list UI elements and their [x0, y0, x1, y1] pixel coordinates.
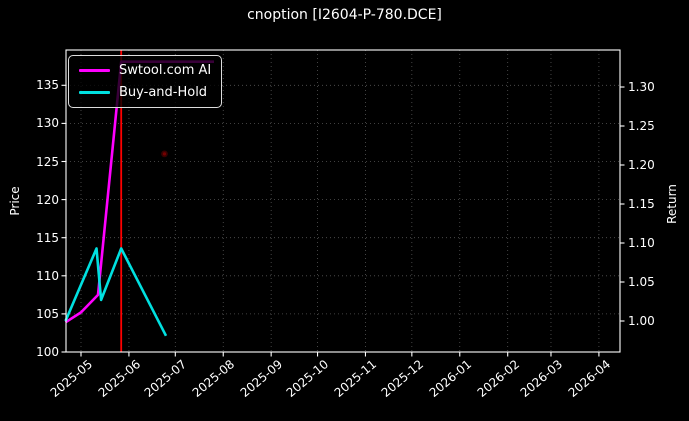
- legend-line-swatch: [79, 91, 110, 94]
- legend-item: Swtool.com AI: [79, 63, 211, 78]
- legend-line-swatch: [79, 69, 110, 72]
- faint-marker-dot: [161, 150, 168, 158]
- legend-item: Buy-and-Hold: [79, 85, 211, 100]
- legend: Swtool.com AI Buy-and-Hold: [68, 55, 223, 108]
- legend-label: Swtool.com AI: [119, 63, 212, 78]
- legend-label: Buy-and-Hold: [119, 85, 208, 100]
- plot-frame: [65, 49, 621, 353]
- chart-title: cnoption [I2604-P-780.DCE]: [247, 7, 442, 23]
- series-line-buy-and-hold: [64, 247, 168, 337]
- faint-marker-dot-core: [162, 152, 167, 156]
